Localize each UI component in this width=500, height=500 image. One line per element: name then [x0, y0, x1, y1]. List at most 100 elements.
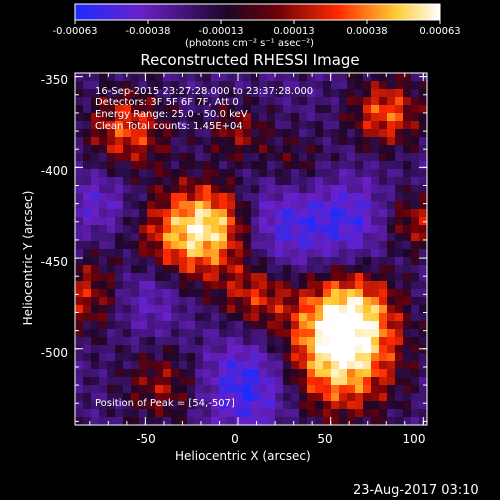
heatmap-pixel: [227, 329, 236, 338]
heatmap-pixel: [259, 361, 268, 370]
heatmap-pixel: [75, 361, 84, 370]
heatmap-pixel: [147, 161, 156, 170]
heatmap-pixel: [315, 73, 324, 82]
heatmap-pixel: [387, 177, 396, 186]
heatmap-pixel: [403, 105, 412, 114]
heatmap-pixel: [115, 169, 124, 178]
heatmap-pixel: [107, 361, 116, 370]
heatmap-pixel: [411, 233, 420, 242]
heatmap-pixel: [315, 201, 324, 210]
heatmap-pixel: [75, 241, 84, 250]
heatmap-pixel: [115, 225, 124, 234]
heatmap-pixel: [131, 177, 140, 186]
heatmap-pixel: [131, 97, 140, 106]
heatmap-pixel: [155, 289, 164, 298]
heatmap-pixel: [291, 417, 300, 426]
heatmap-pixel: [259, 337, 268, 346]
heatmap-pixel: [243, 337, 252, 346]
heatmap-pixel: [379, 313, 388, 322]
heatmap-pixel: [411, 121, 420, 130]
heatmap-pixel: [267, 73, 276, 82]
heatmap-pixel: [99, 337, 108, 346]
heatmap-pixel: [323, 209, 332, 218]
heatmap-pixel: [411, 329, 420, 338]
heatmap-pixel: [107, 377, 116, 386]
heatmap-pixel: [283, 321, 292, 330]
heatmap-pixel: [163, 137, 172, 146]
heatmap-pixel: [203, 121, 212, 130]
heatmap-pixel: [235, 225, 244, 234]
heatmap-pixel: [339, 241, 348, 250]
heatmap-pixel: [259, 321, 268, 330]
heatmap-pixel: [163, 201, 172, 210]
heatmap-pixel: [275, 361, 284, 370]
heatmap-pixel: [291, 329, 300, 338]
heatmap-pixel: [331, 241, 340, 250]
heatmap-pixel: [259, 233, 268, 242]
heatmap-pixel: [107, 225, 116, 234]
heatmap-pixel: [315, 121, 324, 130]
heatmap-pixel: [179, 153, 188, 162]
heatmap-pixel: [179, 81, 188, 90]
heatmap-pixel: [283, 265, 292, 274]
heatmap-pixel: [139, 289, 148, 298]
heatmap-pixel: [299, 385, 308, 394]
heatmap-pixel: [83, 273, 92, 282]
heatmap-pixel: [251, 409, 260, 418]
heatmap-pixel: [371, 393, 380, 402]
heatmap-pixel: [243, 297, 252, 306]
heatmap-pixel: [251, 377, 260, 386]
heatmap-pixel: [187, 81, 196, 90]
heatmap-pixel: [331, 281, 340, 290]
heatmap-pixel: [267, 153, 276, 162]
heatmap-pixel: [355, 257, 364, 266]
heatmap-pixel: [147, 369, 156, 378]
heatmap-pixel: [147, 257, 156, 266]
heatmap-pixel: [363, 201, 372, 210]
heatmap-pixel: [99, 185, 108, 194]
heatmap-pixel: [347, 265, 356, 274]
heatmap-pixel: [395, 313, 404, 322]
heatmap-pixel: [339, 417, 348, 426]
heatmap-pixel: [323, 169, 332, 178]
heatmap-pixel: [419, 385, 428, 394]
heatmap-pixel: [99, 81, 108, 90]
heatmap-pixel: [259, 249, 268, 258]
heatmap-pixel: [355, 369, 364, 378]
heatmap-pixel: [387, 305, 396, 314]
heatmap-pixel: [91, 417, 100, 426]
heatmap-pixel: [99, 281, 108, 290]
heatmap-pixel: [291, 305, 300, 314]
heatmap-pixel: [259, 209, 268, 218]
heatmap-pixel: [115, 97, 124, 106]
heatmap-pixel: [203, 281, 212, 290]
heatmap-pixel: [147, 321, 156, 330]
heatmap-pixel: [187, 321, 196, 330]
heatmap-pixel: [323, 97, 332, 106]
heatmap-pixel: [243, 217, 252, 226]
heatmap-pixel: [411, 409, 420, 418]
heatmap-pixel: [179, 281, 188, 290]
heatmap-pixel: [227, 417, 236, 426]
heatmap-pixel: [107, 193, 116, 202]
heatmap-pixel: [243, 193, 252, 202]
heatmap-pixel: [195, 193, 204, 202]
heatmap-pixel: [371, 217, 380, 226]
heatmap-pixel: [251, 385, 260, 394]
heatmap-pixel: [291, 369, 300, 378]
heatmap-pixel: [275, 305, 284, 314]
heatmap-pixel: [339, 249, 348, 258]
heatmap-pixel: [243, 257, 252, 266]
heatmap-pixel: [283, 121, 292, 130]
heatmap-pixel: [243, 161, 252, 170]
heatmap-pixel: [211, 153, 220, 162]
heatmap-pixel: [355, 225, 364, 234]
heatmap-pixel: [219, 289, 228, 298]
heatmap-image: [75, 73, 428, 426]
heatmap-pixel: [323, 257, 332, 266]
heatmap-pixel: [123, 81, 132, 90]
heatmap-pixel: [211, 417, 220, 426]
heatmap-pixel: [211, 289, 220, 298]
heatmap-pixel: [403, 97, 412, 106]
heatmap-pixel: [403, 145, 412, 154]
